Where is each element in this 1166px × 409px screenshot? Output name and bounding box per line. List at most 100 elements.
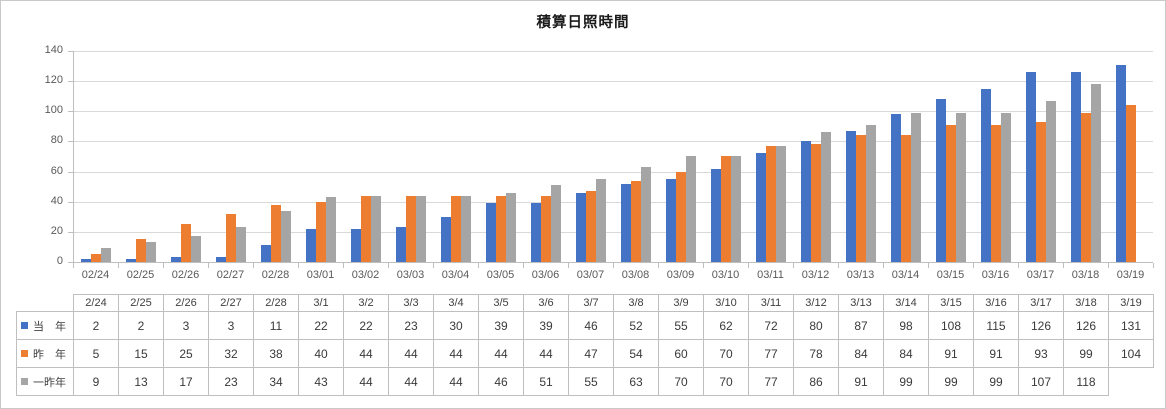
x-axis-tick (659, 263, 704, 268)
y-axis-tick (68, 51, 73, 52)
bar-group (343, 51, 388, 262)
bar-two-years-ago (190, 236, 201, 262)
table-value-cell: 131 (1108, 311, 1154, 340)
x-axis-tick (749, 263, 794, 268)
bar-this-year (665, 179, 676, 262)
bar-this-year (80, 259, 91, 262)
table-value-cell: 126 (1018, 311, 1064, 340)
table-value-cell: 23 (388, 311, 434, 340)
x-axis-label: 03/10 (711, 269, 740, 281)
bar-group (748, 51, 793, 262)
table-value-cell: 39 (523, 311, 569, 340)
x-axis-tick (1064, 263, 1109, 268)
table-date-header: 3/18 (1063, 294, 1109, 312)
table-value-cell: 34 (253, 367, 299, 396)
x-axis-tick (884, 263, 929, 268)
table-date-header: 3/11 (748, 294, 794, 312)
y-axis-tick-label: 60 (50, 165, 63, 177)
table-value-cell: 11 (253, 311, 299, 340)
gridline (73, 232, 1153, 233)
table-value-cell: 44 (343, 367, 389, 396)
table-value-cell: 70 (703, 339, 749, 368)
legend-label: 一昨年 (33, 376, 66, 389)
table-date-header: 3/3 (388, 294, 434, 312)
table-date-header: 3/7 (568, 294, 614, 312)
table-date-header: 2/27 (208, 294, 254, 312)
bar-two-years-ago (685, 156, 696, 262)
x-axis-label: 03/05 (486, 269, 515, 281)
table-date-header: 3/13 (838, 294, 884, 312)
legend-marker-two-years-ago (21, 378, 28, 386)
bar-group (433, 51, 478, 262)
x-axis-tick (794, 263, 839, 268)
y-axis-tick (68, 81, 73, 82)
bar-this-year (530, 203, 541, 262)
x-axis-tick (164, 263, 209, 268)
x-axis-label: 02/28 (261, 269, 290, 281)
bar-this-year (575, 193, 586, 262)
x-axis-label: 03/02 (351, 269, 380, 281)
table-value-cell: 44 (523, 339, 569, 368)
bar-two-years-ago (1090, 84, 1101, 262)
gridline (73, 111, 1153, 112)
bar-two-years-ago (820, 132, 831, 262)
bar-group (298, 51, 343, 262)
bar-this-year (1070, 72, 1081, 262)
x-axis-tick (479, 263, 524, 268)
bar-group (703, 51, 748, 262)
x-axis-tick (974, 263, 1019, 268)
table-date-header: 3/15 (928, 294, 974, 312)
table-date-header: 3/8 (613, 294, 659, 312)
x-axis-label: 03/18 (1071, 269, 1100, 281)
bar-last-year (225, 214, 236, 262)
gridline (73, 202, 1153, 203)
x-axis-label: 03/12 (801, 269, 830, 281)
legend-cell-this-year: 当 年 (16, 311, 74, 340)
table-value-cell: 86 (793, 367, 839, 396)
table-value-cell: 38 (253, 339, 299, 368)
chart-title: 積算日照時間 (536, 15, 630, 31)
x-axis-tick (569, 263, 614, 268)
x-axis-tick (614, 263, 659, 268)
table-value-cell: 46 (568, 311, 614, 340)
bar-group (1018, 51, 1063, 262)
table-date-header: 3/12 (793, 294, 839, 312)
table-value-cell: 23 (208, 367, 254, 396)
x-axis-labels: 02/24 02/25 02/26 02/27 02/28 03/01 03/02 03/03… (73, 269, 1153, 281)
x-axis-label: 03/01 (306, 269, 335, 281)
y-axis-tick-label: 20 (50, 225, 63, 237)
x-axis-label: 03/15 (936, 269, 965, 281)
bar-group (73, 51, 118, 262)
bar-this-year (710, 169, 721, 262)
gridline (73, 81, 1153, 82)
bar-this-year (485, 203, 496, 262)
bar-last-year (180, 224, 191, 262)
table-value-cell: 98 (883, 311, 929, 340)
gridline (73, 51, 1153, 52)
table-value-cell: 91 (838, 367, 884, 396)
bar-group (1108, 51, 1153, 262)
y-axis-tick-label: 80 (50, 134, 63, 146)
bar-last-year (990, 125, 1001, 262)
table-value-cell: 91 (973, 339, 1019, 368)
gridline (73, 172, 1153, 173)
table-value-cell: 84 (838, 339, 884, 368)
table-value-cell: 60 (658, 339, 704, 368)
table-value-cell: 15 (118, 339, 164, 368)
table-value-cell: 13 (118, 367, 164, 396)
x-axis-label: 03/13 (846, 269, 875, 281)
table-value-cell: 9 (73, 367, 119, 396)
bar-two-years-ago (235, 227, 246, 262)
table-value-cell: 77 (748, 367, 794, 396)
table-value-cell: 55 (658, 311, 704, 340)
bar-two-years-ago (145, 242, 156, 262)
bar-last-year (1080, 113, 1091, 262)
table-value-cell: 22 (298, 311, 344, 340)
table-value-cell: 2 (73, 311, 119, 340)
bar-group (208, 51, 253, 262)
x-axis-tick (389, 263, 434, 268)
x-axis-tick (299, 263, 344, 268)
table-value-cell: 115 (973, 311, 1019, 340)
y-axis-tick (68, 202, 73, 203)
